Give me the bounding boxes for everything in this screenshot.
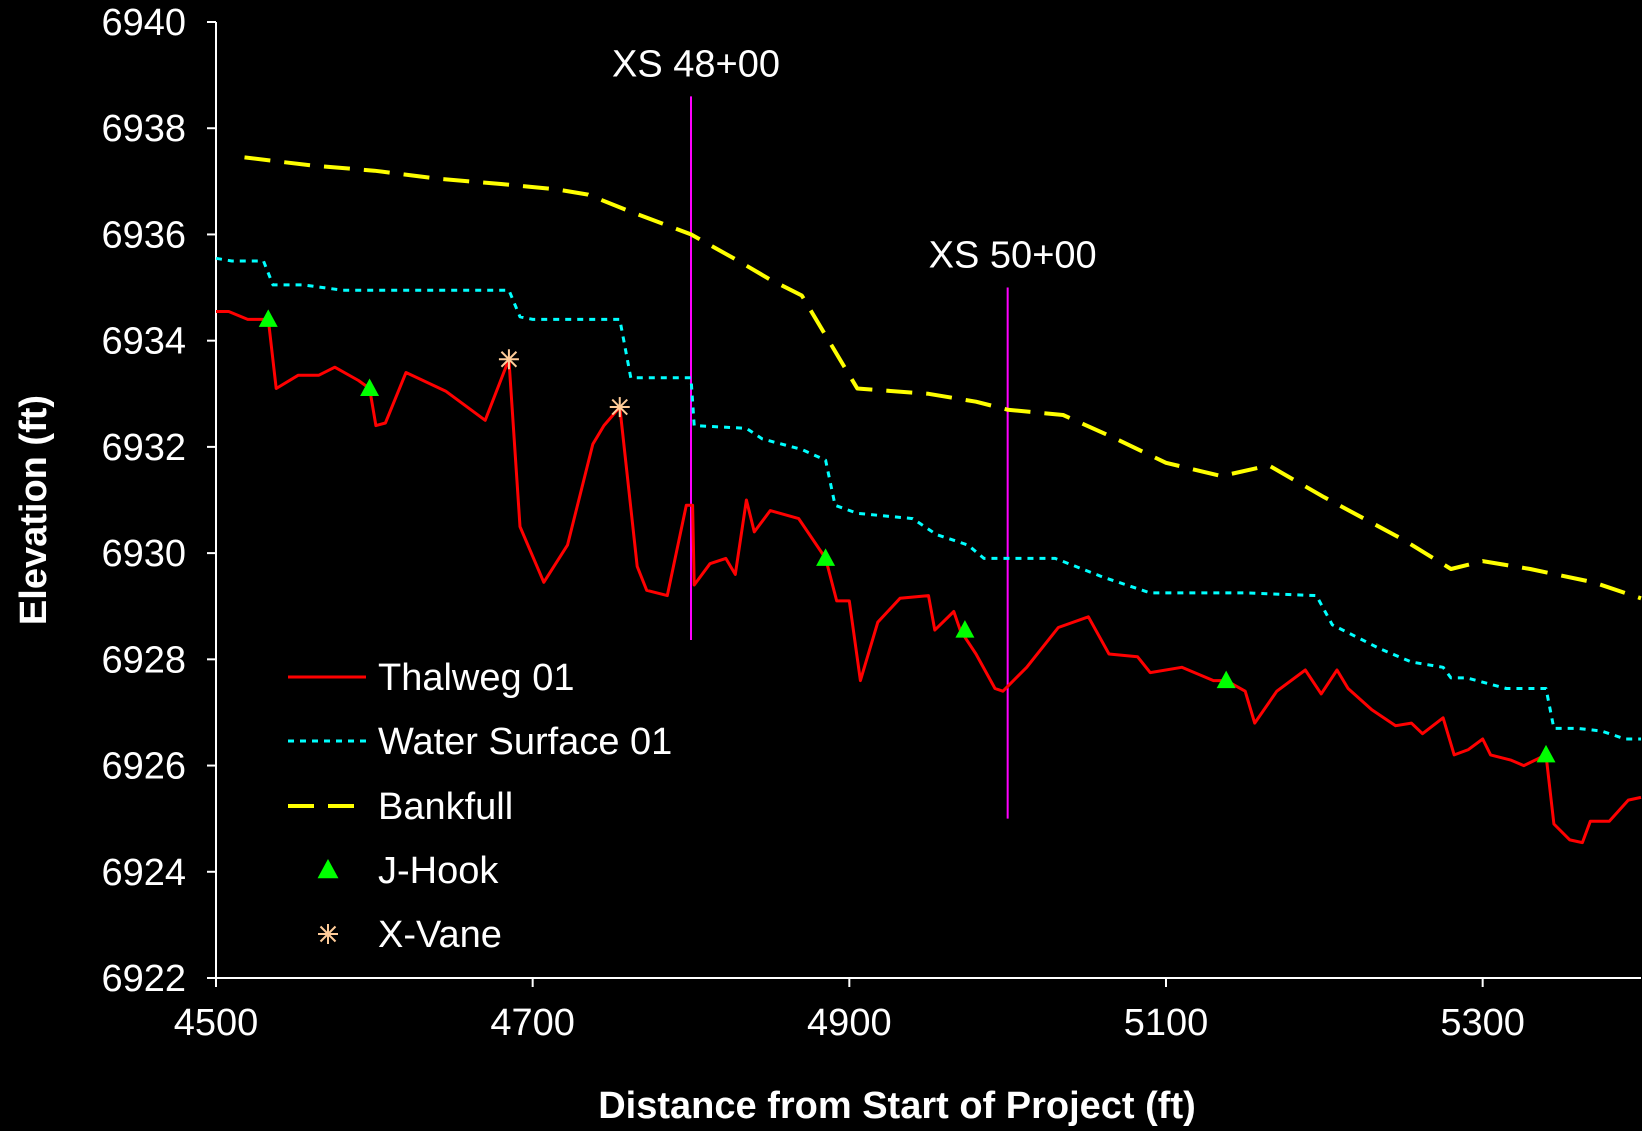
legend-item: X-Vane [318, 914, 502, 956]
x-tick-label: 4700 [490, 1002, 575, 1044]
legend-box [262, 640, 732, 955]
y-axis-title: Elevation (ft) [13, 395, 55, 625]
xs-label: XS 50+00 [929, 235, 1097, 277]
series-water-surface-01 [215, 256, 1641, 741]
legend-label: X-Vane [378, 914, 502, 956]
j-hook-marker [258, 309, 278, 327]
y-tick-label: 6926 [101, 746, 186, 788]
axes: 6922 6924 6926 6928 6930 6932 6934 6936 6938 6940… [101, 2, 1641, 1044]
legend-item: J-Hook [317, 850, 499, 892]
x-vane-marker [609, 397, 630, 418]
x-vane-stroke [500, 351, 518, 368]
x-vane-marker [498, 349, 519, 370]
j-hook-marker [1536, 744, 1556, 763]
x-tick-label: 4900 [807, 1002, 892, 1044]
j-hook-marker [816, 548, 836, 566]
x-vane-stroke [611, 398, 628, 416]
y-tick-label: 6938 [101, 108, 186, 150]
x-tick-label: 4500 [174, 1002, 259, 1044]
legend-item: Thalweg 01 [288, 657, 574, 699]
j-hook-marker [360, 378, 380, 396]
y-tick-label: 6928 [101, 639, 186, 681]
legend-item: Bankfull [288, 786, 513, 828]
x-tick-label: 5100 [1124, 1002, 1209, 1044]
legend-swatch [317, 859, 339, 879]
legend-label: J-Hook [378, 850, 499, 892]
series-group [215, 155, 1642, 845]
legend-background [262, 640, 732, 955]
legend: Thalweg 01 Water Surface 01 Bankfull J-Hook… [288, 657, 672, 956]
xs-label: XS 48+00 [612, 43, 780, 85]
legend-swatch [318, 924, 338, 944]
series-thalweg-01 [216, 310, 1642, 845]
x-axis-title: Distance from Start of Project (ft) [598, 1085, 1196, 1127]
cross-section-markers: XS 48+00 XS 50+00 [612, 43, 1097, 819]
y-tick-label: 6940 [101, 2, 186, 44]
y-tick-label: 6932 [101, 427, 186, 469]
legend-label: Water Surface 01 [378, 721, 672, 763]
y-tick-label: 6924 [101, 852, 186, 894]
x-vane-stroke [319, 925, 337, 943]
legend-item: Water Surface 01 [288, 721, 672, 763]
y-tick-label: 6922 [101, 958, 186, 1000]
j-hook-marker [1216, 670, 1236, 689]
x-tick-label: 5300 [1440, 1002, 1525, 1044]
j-hook-marker [955, 620, 975, 638]
legend-label: Thalweg 01 [378, 657, 574, 699]
y-tick-label: 6936 [101, 214, 186, 256]
legend-label: Bankfull [378, 786, 513, 828]
y-tick-label: 6930 [101, 533, 186, 575]
y-tick-label: 6934 [101, 321, 186, 363]
series-bankfull [244, 155, 1642, 601]
